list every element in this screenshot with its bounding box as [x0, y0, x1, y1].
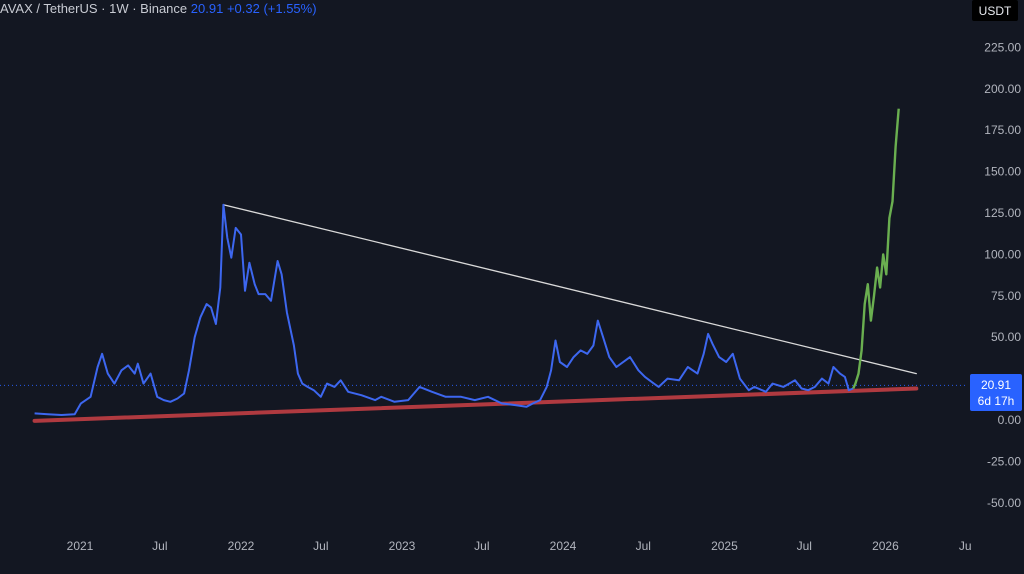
- last-price-label: 20.91: [980, 377, 1012, 392]
- y-tick-label: 50.00: [991, 330, 1021, 344]
- price-history-line: [34, 203, 854, 416]
- price-change: +0.32 (+1.55%): [226, 1, 317, 16]
- last-price-badge: 20.91 6d 17h: [970, 374, 1022, 411]
- y-tick-label: 225.00: [984, 40, 1021, 54]
- y-tick-label: 100.00: [984, 247, 1021, 261]
- series-layer: [32, 108, 919, 423]
- x-tick-label: Jul: [313, 539, 328, 553]
- x-tick-label: Jul: [474, 539, 489, 553]
- symbol-title[interactable]: AVAX / TetherUS · 1W · Binance: [0, 1, 188, 16]
- symbol-legend[interactable]: AVAX / TetherUS · 1W · Binance 20.91 +0.…: [0, 1, 317, 16]
- y-tick-label: 150.00: [984, 165, 1021, 179]
- currency-unit-badge[interactable]: USDT: [972, 0, 1018, 21]
- y-tick-label: -25.00: [987, 454, 1021, 468]
- support-trendline: [32, 386, 919, 423]
- y-tick-label: 175.00: [984, 123, 1021, 137]
- resistance-trendline: [222, 204, 917, 375]
- y-tick-label: 75.00: [991, 289, 1021, 303]
- x-tick-label: 2026: [872, 539, 899, 553]
- y-tick-label: 0.00: [998, 413, 1022, 427]
- x-tick-label: Ju: [959, 539, 972, 553]
- axis-layer: 225.00 200.00 175.00 150.00 125.00 100.00 75.0…: [67, 40, 1022, 553]
- x-tick-label: 2024: [550, 539, 577, 553]
- x-tick-label: Jul: [152, 539, 167, 553]
- x-tick-label: 2025: [711, 539, 738, 553]
- y-tick-label: 125.00: [984, 206, 1021, 220]
- bar-countdown: 6d 17h: [977, 393, 1015, 408]
- x-tick-label: 2022: [228, 539, 255, 553]
- x-tick-label: 2021: [67, 539, 94, 553]
- x-tick-label: 2023: [389, 539, 416, 553]
- y-tick-label: -50.00: [987, 496, 1021, 510]
- x-tick-label: Jul: [636, 539, 651, 553]
- current-price: 20.91: [190, 1, 224, 16]
- y-tick-label: 200.00: [984, 82, 1021, 96]
- x-tick-label: Jul: [797, 539, 812, 553]
- projection-line: [852, 108, 900, 389]
